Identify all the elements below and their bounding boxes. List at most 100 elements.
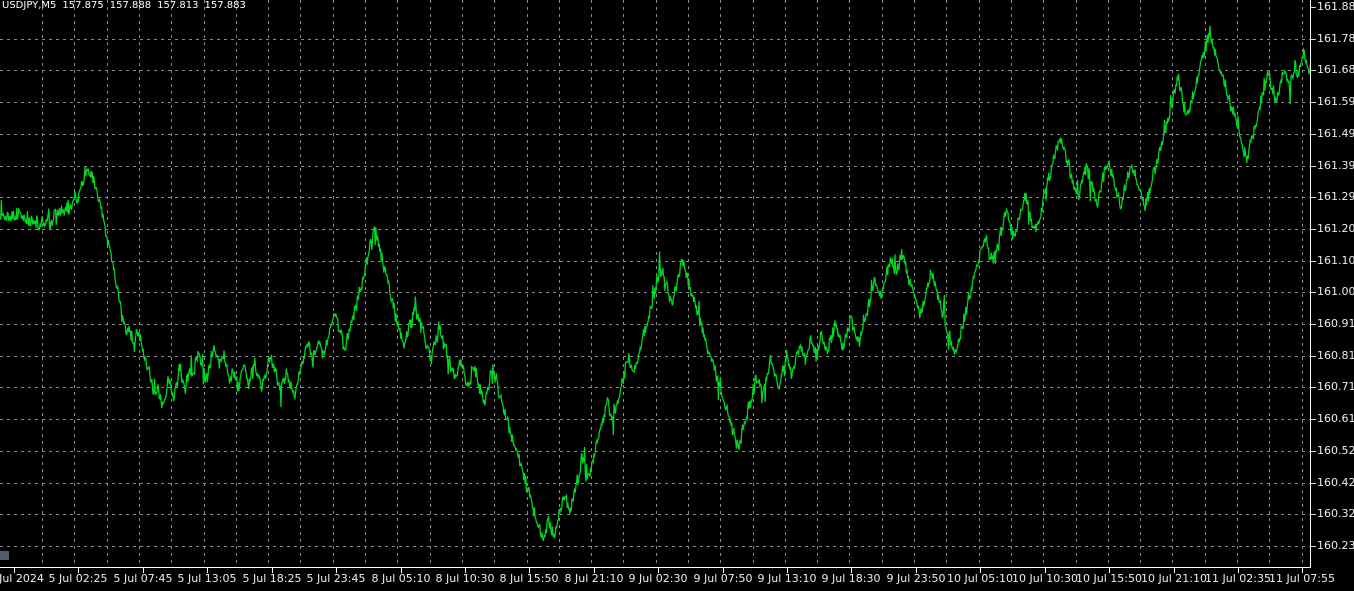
vertical-gridline (559, 0, 560, 567)
price-tick (1311, 482, 1316, 484)
vertical-gridline (979, 0, 980, 567)
time-tick (78, 568, 79, 573)
close-value: 157.883 (204, 0, 246, 11)
vertical-gridline (1302, 0, 1303, 567)
vertical-gridline (1237, 0, 1238, 567)
time-axis-label: 5 Jul 18:25 (242, 572, 302, 585)
time-tick (658, 568, 659, 573)
time-axis-label: 8 Jul 05:10 (371, 572, 431, 585)
price-tick (1311, 260, 1316, 262)
vertical-gridline (236, 0, 237, 567)
time-axis[interactable]: 4 Jul 2024 5 Jul 02:25 5 Jul 07:45 5 Jul 13… (0, 568, 1354, 591)
vertical-gridline (333, 0, 334, 567)
vertical-gridline (785, 0, 786, 567)
horizontal-gridline (0, 450, 1311, 452)
time-axis-label: 5 Jul 07:45 (113, 572, 173, 585)
price-tick (1311, 419, 1316, 421)
time-axis-label: 10 Jul 05:10 (947, 572, 1013, 585)
high-value: 157.888 (109, 0, 152, 11)
price-tick (1311, 197, 1316, 199)
horizontal-gridline (0, 260, 1311, 262)
time-axis-label: 9 Jul 02:30 (628, 572, 688, 585)
price-axis-label: 160.810 (1317, 348, 1354, 362)
time-tick (851, 568, 852, 573)
vertical-gridline (591, 0, 592, 567)
price-axis-label: 161.490 (1317, 126, 1354, 140)
horizontal-gridline (0, 38, 1311, 40)
horizontal-gridline (0, 387, 1311, 389)
time-axis-label: 10 Jul 21:10 (1141, 572, 1207, 585)
vertical-gridline (527, 0, 528, 567)
price-line-chart (0, 25, 1311, 542)
time-axis-label: 8 Jul 10:30 (435, 572, 495, 585)
horizontal-gridline (0, 197, 1311, 199)
price-axis-label: 160.910 (1317, 317, 1354, 331)
price-axis[interactable]: 161.880 161.780 161.685 161.590 161.490 161.3… (1311, 0, 1354, 568)
price-tick (1311, 133, 1316, 135)
vertical-gridline (1043, 0, 1044, 567)
vertical-gridline (817, 0, 818, 567)
vertical-gridline (397, 0, 398, 567)
price-tick (1311, 165, 1316, 167)
time-tick (594, 568, 595, 573)
price-tick (1311, 70, 1316, 72)
price-tick (1311, 387, 1316, 389)
vertical-gridline (1140, 0, 1141, 567)
time-tick (336, 568, 337, 573)
price-tick (1311, 450, 1316, 452)
price-axis-label: 160.230 (1317, 539, 1354, 552)
price-axis-label: 161.005 (1317, 285, 1354, 299)
price-axis-label: 160.715 (1317, 380, 1354, 394)
vertical-gridline (882, 0, 883, 567)
time-axis-label: 5 Jul 23:45 (306, 572, 366, 585)
price-line-path (0, 25, 1311, 542)
price-axis-label: 161.395 (1317, 158, 1354, 172)
vertical-gridline (300, 0, 301, 567)
low-value: 157.813 (157, 0, 199, 11)
horizontal-gridline (0, 133, 1311, 135)
vertical-gridline (849, 0, 850, 567)
vertical-gridline (42, 0, 43, 567)
price-tick (1311, 292, 1316, 294)
price-tick (1311, 38, 1316, 40)
horizontal-gridline (0, 514, 1311, 516)
horizontal-gridline (0, 324, 1311, 326)
time-tick (1174, 568, 1175, 573)
time-tick (1109, 568, 1110, 573)
plot-area[interactable] (0, 0, 1311, 567)
time-axis-label: 5 Jul 02:25 (48, 572, 108, 585)
horizontal-gridline (0, 355, 1311, 357)
price-axis-label: 161.685 (1317, 63, 1354, 77)
time-tick (1045, 568, 1046, 573)
time-axis-label: 9 Jul 13:10 (757, 572, 817, 585)
price-tick (1311, 546, 1316, 547)
vertical-gridline (107, 0, 108, 567)
vertical-gridline (139, 0, 140, 567)
vertical-gridline (946, 0, 947, 567)
vertical-gridline (914, 0, 915, 567)
horizontal-gridline (0, 482, 1311, 484)
time-tick (1302, 568, 1303, 573)
price-tick (1311, 7, 1316, 8)
price-axis-label: 161.200 (1317, 221, 1354, 235)
chart-shift-marker[interactable] (0, 551, 9, 560)
time-tick (272, 568, 273, 573)
vertical-gridline (623, 0, 624, 567)
price-axis-label: 161.880 (1317, 0, 1354, 13)
vertical-gridline (1205, 0, 1206, 567)
price-tick (1311, 102, 1316, 104)
time-tick (465, 568, 466, 573)
plot-bottom-border (0, 567, 1311, 568)
time-tick (14, 568, 15, 573)
price-tick (1311, 324, 1316, 326)
vertical-gridline (204, 0, 205, 567)
price-tick (1311, 228, 1316, 230)
price-tick (1311, 355, 1316, 357)
time-axis-label: 10 Jul 15:50 (1076, 572, 1142, 585)
vertical-gridline (1108, 0, 1109, 567)
horizontal-gridline (0, 546, 1311, 547)
price-axis-label: 160.425 (1317, 475, 1354, 489)
time-tick (916, 568, 917, 573)
time-axis-label: 9 Jul 07:50 (693, 572, 753, 585)
